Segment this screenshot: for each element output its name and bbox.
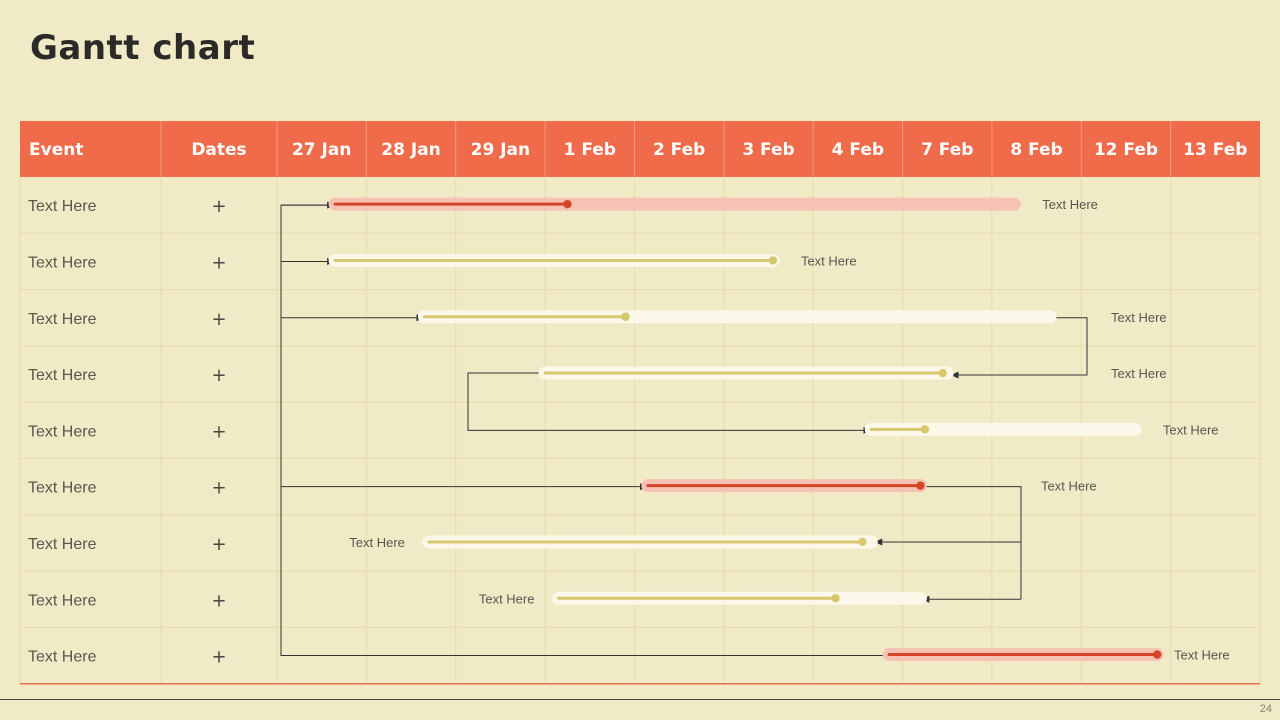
bar-label-0: Text Here	[1042, 197, 1098, 212]
header-date-3: 1 Feb	[564, 140, 616, 160]
header-date-4: 2 Feb	[653, 140, 705, 160]
header-date-10: 13 Feb	[1183, 140, 1247, 160]
event-label-5: Text Here	[28, 480, 97, 497]
slide-title: Gantt chart	[30, 28, 256, 68]
dates-plus-8: +	[211, 647, 226, 668]
bar-label-7: Text Here	[479, 591, 535, 606]
bar-label-5: Text Here	[1041, 479, 1097, 494]
event-label-2: Text Here	[28, 311, 97, 328]
header-event-label: Event	[29, 140, 83, 160]
bar-endpoint-5	[916, 481, 925, 490]
bar-endpoint-7	[831, 594, 840, 603]
bar-endpoint-6	[858, 537, 867, 547]
bar-label-6: Text Here	[349, 535, 405, 550]
bar-label-1: Text Here	[801, 253, 857, 268]
dates-plus-1: +	[211, 252, 226, 273]
bar-endpoint-0	[563, 199, 572, 209]
header-date-8: 8 Feb	[1010, 140, 1062, 160]
event-label-7: Text Here	[28, 592, 97, 609]
connector-row5-spine	[924, 486, 1022, 600]
dependency-connectors	[280, 201, 1088, 657]
event-label-3: Text Here	[28, 367, 97, 384]
bar-label-8: Text Here	[1174, 648, 1230, 663]
dates-plus-6: +	[211, 534, 226, 555]
header-dates-label: Dates	[191, 140, 246, 160]
footer-divider	[0, 699, 1280, 700]
bar-label-3: Text Here	[1111, 366, 1167, 381]
event-label-8: Text Here	[28, 649, 97, 666]
bar-label-4: Text Here	[1163, 422, 1219, 437]
dates-plus-2: +	[211, 309, 226, 330]
header-date-1: 28 Jan	[381, 140, 440, 160]
header-date-0: 27 Jan	[292, 140, 351, 160]
event-label-1: Text Here	[28, 254, 97, 271]
dates-plus-5: +	[211, 478, 226, 499]
bar-endpoint-3	[938, 368, 947, 378]
dates-plus-0: +	[211, 196, 226, 217]
bar-endpoint-1	[768, 256, 778, 265]
dates-plus-4: +	[211, 421, 226, 442]
dates-plus-7: +	[211, 590, 226, 611]
page-number: 24	[1259, 703, 1272, 715]
header-row	[20, 121, 1260, 177]
bar-endpoint-2	[621, 312, 630, 321]
connector-row2-to-row3	[950, 317, 1088, 379]
bar-label-2: Text Here	[1111, 310, 1167, 325]
header-date-2: 29 Jan	[471, 140, 530, 160]
event-label-6: Text Here	[28, 536, 97, 553]
header-date-7: 7 Feb	[921, 140, 973, 160]
dates-plus-3: +	[211, 365, 226, 386]
bar-endpoint-8	[1153, 650, 1162, 659]
event-label-4: Text Here	[28, 423, 97, 440]
header-date-9: 12 Feb	[1094, 140, 1158, 160]
bar-endpoint-4	[920, 425, 930, 434]
event-label-0: Text Here	[28, 198, 97, 215]
header-date-6: 4 Feb	[832, 140, 884, 160]
connector-row3-to-row4	[467, 372, 872, 434]
header-date-5: 3 Feb	[742, 140, 794, 160]
